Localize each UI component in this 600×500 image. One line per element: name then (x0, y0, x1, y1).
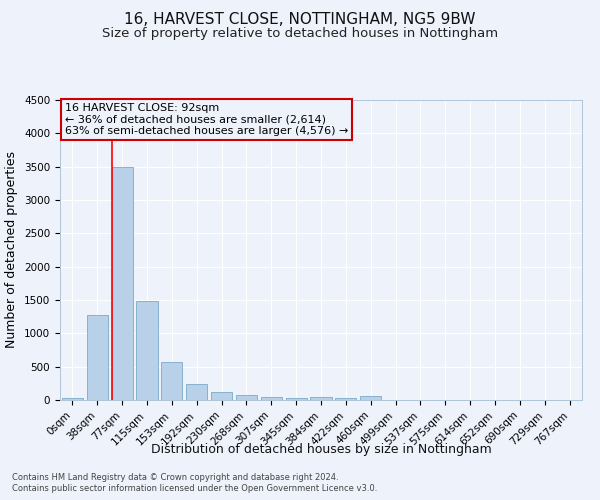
Bar (236, 394, 257, 400)
Bar (286, 398, 307, 400)
Bar (62, 398, 83, 400)
Text: 16, HARVEST CLOSE, NOTTINGHAM, NG5 9BW: 16, HARVEST CLOSE, NOTTINGHAM, NG5 9BW (124, 12, 476, 28)
Bar (310, 398, 332, 400)
Text: Distribution of detached houses by size in Nottingham: Distribution of detached houses by size … (151, 442, 491, 456)
Bar (335, 398, 356, 400)
Text: 16 HARVEST CLOSE: 92sqm
← 36% of detached houses are smaller (2,614)
63% of semi: 16 HARVEST CLOSE: 92sqm ← 36% of detache… (65, 103, 349, 136)
Bar (112, 166, 133, 400)
Y-axis label: Number of detached properties: Number of detached properties (5, 152, 19, 348)
Bar (161, 362, 182, 400)
Bar (136, 302, 158, 400)
Bar (261, 396, 282, 400)
Text: Contains HM Land Registry data © Crown copyright and database right 2024.: Contains HM Land Registry data © Crown c… (12, 472, 338, 482)
Text: Contains public sector information licensed under the Open Government Licence v3: Contains public sector information licen… (12, 484, 377, 493)
Text: Size of property relative to detached houses in Nottingham: Size of property relative to detached ho… (102, 28, 498, 40)
Bar (211, 392, 232, 400)
Bar (87, 314, 108, 400)
Bar (360, 396, 381, 400)
Bar (186, 384, 207, 400)
